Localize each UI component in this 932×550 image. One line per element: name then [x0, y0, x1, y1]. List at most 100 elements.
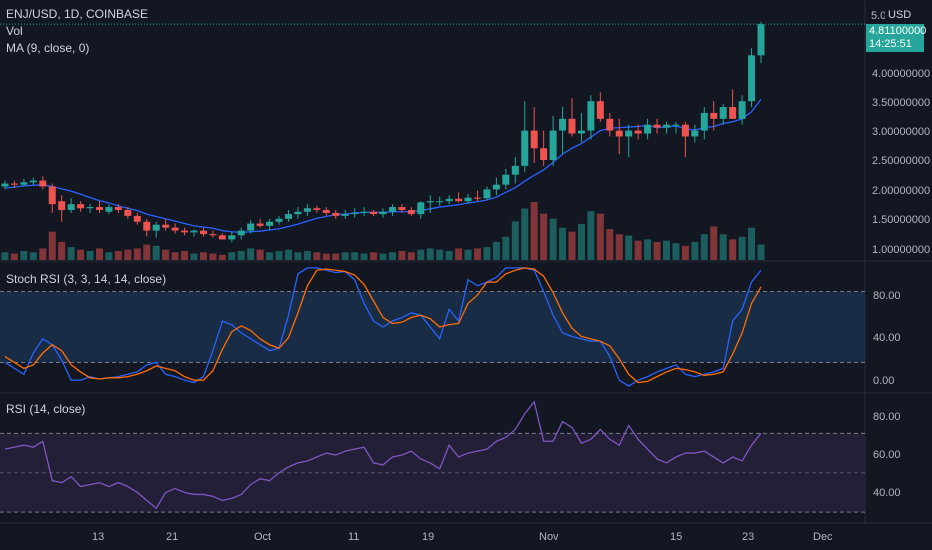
candle-body [511, 165, 519, 175]
volume-bar [474, 248, 481, 260]
time-tick: 23 [742, 531, 755, 543]
volume-bar [653, 241, 661, 260]
candle-body [313, 208, 321, 210]
candle-body [719, 107, 727, 119]
volume-bar [294, 252, 302, 260]
volume-bar [171, 252, 179, 260]
volume-bar [644, 239, 652, 260]
volume-bar [77, 249, 85, 260]
candle-body [152, 224, 160, 231]
candle-body [426, 201, 434, 203]
volume-bar [360, 253, 368, 260]
candle-body [681, 124, 689, 137]
volume-bar [332, 253, 340, 260]
time-tick: Oct [254, 531, 272, 543]
candle-body [455, 198, 463, 202]
stoch-d-line [4, 267, 762, 384]
volume-bar [464, 249, 472, 260]
volume-bar [29, 252, 37, 260]
time-tick: 13 [92, 531, 105, 543]
volume-bar [105, 252, 113, 260]
volume-bar [540, 213, 548, 260]
rsi-line [4, 400, 762, 510]
volume-bar [663, 240, 670, 260]
volume-bar [162, 249, 170, 260]
volume-bar [190, 253, 198, 260]
volume-bar [691, 241, 699, 260]
volume-bar [303, 250, 311, 260]
time-tick: Dec [813, 531, 833, 543]
time-tick: 21 [166, 531, 179, 543]
volume-bar [181, 250, 189, 260]
candle-body [540, 148, 548, 160]
volume-bar [502, 236, 510, 260]
volume-bar [398, 250, 406, 260]
volume-bar [587, 211, 595, 260]
volume-bar [209, 253, 217, 260]
candle-body [181, 230, 189, 233]
price-tick: 4.00000000 [872, 68, 931, 80]
currency-label[interactable]: USD [885, 9, 915, 21]
candle-body [341, 214, 349, 216]
candle-body [615, 130, 623, 137]
candle-body [483, 189, 491, 199]
volume-bar [492, 241, 500, 260]
stoch-rsi-legend: Stoch RSI (3, 3, 14, 14, close) [6, 272, 167, 286]
volume-bar [247, 248, 255, 260]
candle-body [634, 130, 642, 134]
volume-bar [417, 249, 425, 260]
volume-bar [133, 248, 141, 260]
volume-bar [256, 249, 264, 260]
volume-bar [606, 229, 614, 260]
candle-body [559, 118, 567, 131]
stoch-tick: 0.00 [873, 375, 895, 387]
last-price-value: 4.81100000 [869, 25, 927, 37]
symbol-legend: ENJ/USD, 1D, COINBASE [6, 7, 149, 21]
volume-bar [521, 208, 529, 260]
volume-bar [114, 250, 122, 260]
candle-body [521, 130, 529, 166]
bar-countdown: 14:25:51 [869, 38, 912, 50]
candle-body [67, 204, 75, 210]
volume-bar [10, 253, 18, 260]
candle-body [58, 201, 66, 210]
ma-legend: MA (9, close, 0) [6, 41, 90, 55]
candle-body [48, 186, 56, 205]
candle-body [748, 55, 756, 102]
volume-bar [511, 221, 519, 260]
candle-body [653, 124, 661, 128]
volume-bar [738, 236, 746, 260]
candle-body [143, 221, 151, 231]
candle-body [266, 221, 274, 226]
candle-body [256, 223, 264, 226]
volume-bar [729, 239, 737, 260]
candle-body [105, 207, 113, 212]
time-tick: 15 [670, 531, 683, 543]
volume-bar [266, 252, 274, 260]
candle-body [738, 101, 746, 119]
volume-bar [67, 247, 75, 260]
candle-body [322, 210, 330, 213]
price-tick: 1.00000000 [872, 244, 931, 256]
price-tick-partial: 5.0 [871, 10, 887, 22]
candle-body [502, 174, 510, 185]
candle-body [606, 118, 614, 131]
volume-bar [96, 248, 103, 260]
candle-body [492, 184, 500, 190]
volume-bar [426, 248, 434, 260]
volume-bar [700, 234, 708, 260]
volume-bar [559, 227, 567, 260]
candle-body [710, 112, 718, 119]
volume-bar [322, 253, 330, 260]
candle-body [86, 207, 94, 209]
candle-body [247, 223, 255, 231]
candle-body [388, 207, 396, 212]
price-tick: 3.00000000 [872, 126, 931, 138]
volume-bar [285, 249, 292, 260]
volume-bar [152, 245, 160, 260]
volume-bar [1, 252, 9, 260]
volume-bar [672, 243, 680, 260]
candle-body [171, 227, 179, 231]
